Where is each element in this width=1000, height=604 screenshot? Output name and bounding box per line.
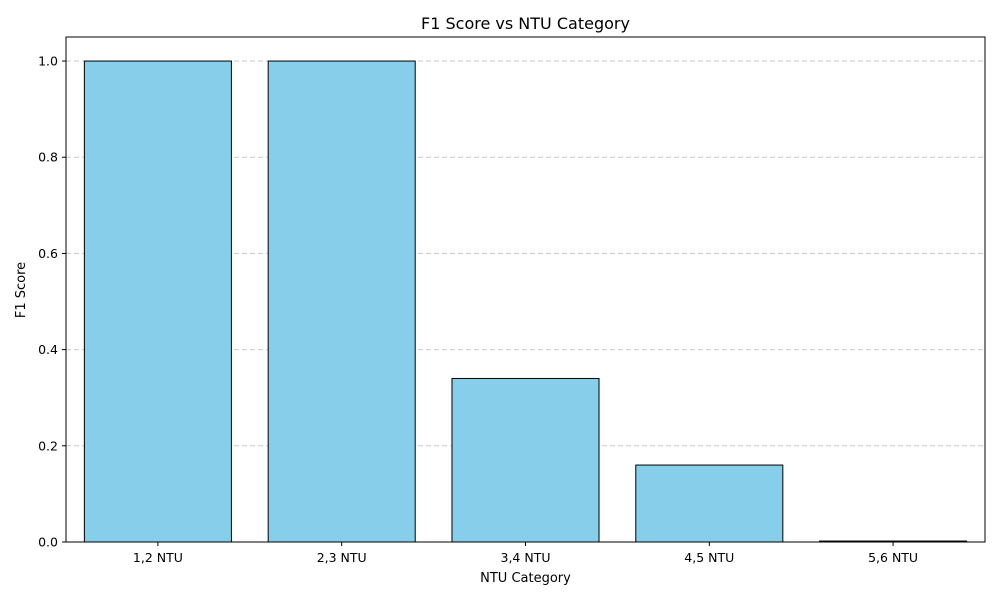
x-tick-label: 3,4 NTU: [501, 550, 551, 565]
x-tick-label: 1,2 NTU: [133, 550, 183, 565]
bars: [83, 60, 968, 543]
x-axis-label: NTU Category: [480, 571, 571, 586]
x-axis-ticks: 1,2 NTU 2,3 NTU 3,4 NTU 4,5 NTU 5,6 NTU: [133, 542, 918, 565]
x-tick-label: 5,6 NTU: [868, 550, 918, 565]
y-axis-ticks: 0.0 0.2 0.4 0.6 0.8 1.0: [38, 54, 66, 550]
x-tick-label: 2,3 NTU: [317, 550, 367, 565]
x-tick-label: 4,5 NTU: [684, 550, 734, 565]
bar-4-5-ntu: [635, 464, 784, 543]
bar-1-2-ntu: [83, 60, 232, 543]
y-axis-label: F1 Score: [14, 262, 29, 318]
y-tick-label: 0.2: [38, 438, 58, 453]
bar-2-3-ntu: [267, 60, 416, 543]
y-tick-label: 0.4: [38, 342, 58, 357]
y-tick-label: 0.8: [38, 150, 58, 165]
y-tick-label: 0.6: [38, 246, 58, 261]
y-tick-label: 0.0: [38, 535, 58, 550]
chart-title: F1 Score vs NTU Category: [421, 14, 630, 33]
bar-3-4-ntu: [451, 377, 600, 543]
y-tick-label: 1.0: [38, 54, 58, 69]
